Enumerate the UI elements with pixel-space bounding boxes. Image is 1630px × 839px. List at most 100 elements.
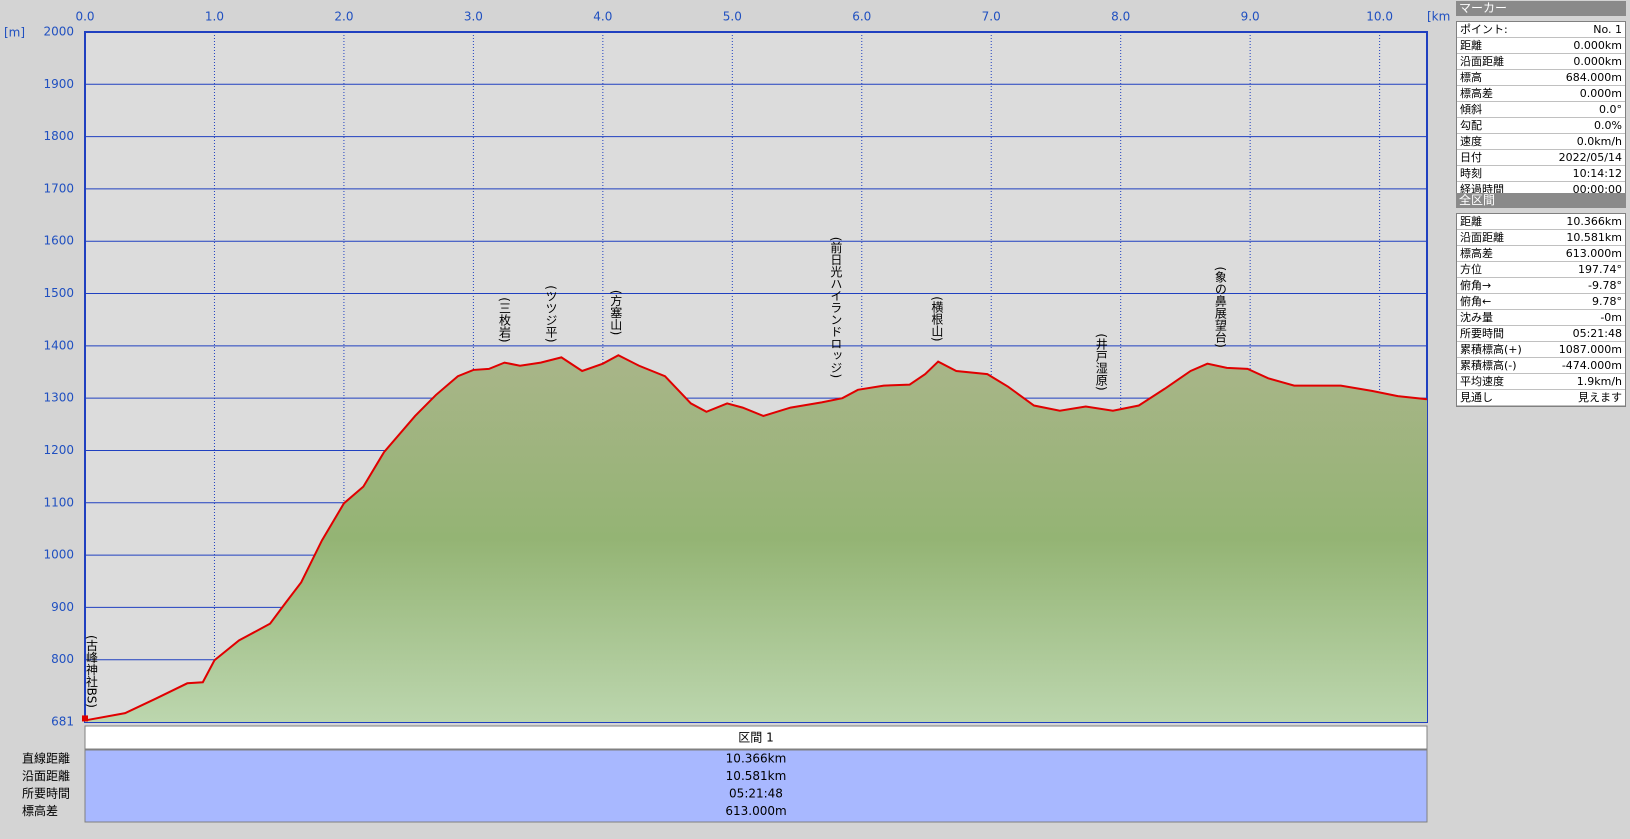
waypoint-label: (ツツジ平) [544,285,558,342]
kv-key: 標高 [1460,71,1482,84]
elevation-line [84,354,1428,722]
kv-key: 見通し [1460,391,1493,404]
y-tick-label: 900 [51,600,74,614]
kv-key: 沈み量 [1460,311,1493,324]
waypoint-label: (方塞山) [609,290,623,335]
x-tick-label: 9.0 [1241,10,1260,24]
x-tick-label: 3.0 [464,10,483,24]
kv-value: 0.0km/h [1576,135,1622,148]
row-label: 沿面距離 [22,769,70,783]
kv-key: 俯角← [1460,295,1492,308]
y-tick-label: 1000 [43,548,74,562]
kv-value: 197.74° [1578,263,1622,276]
kv-value: 0.000m [1579,87,1622,100]
y-tick-label: 1600 [43,234,74,248]
kv-value: 9.78° [1592,295,1622,308]
kv-row: 見通し 見えます [1457,390,1625,406]
kv-row: 標高差 613.000m [1457,246,1625,262]
row-value: 10.366km [726,752,787,766]
kv-row: 速度 0.0km/h [1457,134,1625,150]
y-tick-label: 1100 [43,495,74,509]
kv-key: 標高差 [1460,87,1493,100]
kv-value: 684.000m [1565,71,1622,84]
kv-row: 平均速度 1.9km/h [1457,374,1625,390]
row-label: 標高差 [22,803,58,818]
kv-key: 沿面距離 [1460,55,1504,68]
x-tick-label: 6.0 [852,10,871,24]
start-marker [82,715,88,722]
y-tick-label: 1200 [43,443,74,457]
kv-key: 所要時間 [1460,327,1504,340]
kv-row: 方位 197.74° [1457,262,1625,278]
kv-value: -0m [1600,311,1622,324]
y-tick-label: 1800 [43,129,74,143]
kv-row: 沿面距離 0.000km [1457,54,1625,70]
kv-key: 速度 [1460,135,1482,148]
area-fill [85,355,1427,722]
total-table: 距離 10.366km 沿面距離 10.581km 標高差 613.000m 方位 197.7… [1456,213,1626,407]
kv-row: ポイント: No. 1 [1457,22,1625,38]
y-tick-label: 1300 [43,391,74,405]
kv-row: 日付 2022/05/14 [1457,150,1625,166]
kv-key: 勾配 [1460,119,1482,132]
kv-row: 距離 10.366km [1457,214,1625,230]
kv-key: 俯角→ [1460,279,1492,292]
x-tick-label: 4.0 [593,10,612,24]
x-tick-label: 10.0 [1366,10,1393,24]
kv-value: No. 1 [1593,23,1622,36]
kv-key: 日付 [1460,151,1482,164]
waypoint-label: (横根山) [930,296,944,341]
kv-key: 方位 [1460,263,1482,276]
row-label: 所要時間 [22,787,70,801]
total-title: 全区間 [1456,193,1626,208]
x-tick-label: 2.0 [334,10,353,24]
row-value: 10.581km [726,769,787,783]
row-value: 05:21:48 [729,787,783,801]
x-tick-label: 0.0 [75,10,94,24]
marker-title: マーカー [1456,1,1626,16]
x-axis-label: [km] [1427,10,1450,24]
waypoint-label: (三枚岩) [497,297,511,342]
waypoint-label: (前日光ハイランドロッジ) [829,237,843,378]
marker-table: ポイント: No. 1 距離 0.000km 沿面距離 0.000km 標高 684.000m… [1456,21,1626,199]
x-tick-label: 8.0 [1111,10,1130,24]
kv-key: 時刻 [1460,167,1482,180]
row-label: 直線距離 [22,751,70,766]
section-body [84,749,1428,823]
kv-value: -474.000m [1561,359,1622,372]
kv-key: 累積標高(+) [1460,343,1522,356]
y-tick-label: 1400 [43,338,74,352]
kv-key: 沿面距離 [1460,231,1504,244]
kv-value: 0.000km [1573,55,1622,68]
kv-value: 見えます [1578,391,1622,404]
section-header [84,725,1428,750]
kv-row: 距離 0.000km [1457,38,1625,54]
kv-value: 0.0° [1599,103,1622,116]
kv-key: ポイント: [1460,23,1508,36]
kv-key: 経過時間 [1460,183,1504,196]
x-tick-label: 5.0 [723,10,742,24]
kv-value: 10.581km [1566,231,1622,244]
kv-row: 沿面距離 10.581km [1457,230,1625,246]
kv-value: 0.000km [1573,39,1622,52]
kv-value: 10.366km [1566,215,1622,228]
kv-row: 標高 684.000m [1457,70,1625,86]
kv-row: 累積標高(-) -474.000m [1457,358,1625,374]
y-tick-label: 681 [51,715,74,729]
y-tick-label: 1500 [43,286,74,300]
kv-row: 傾斜 0.0° [1457,102,1625,118]
kv-key: 距離 [1460,39,1482,52]
kv-row: 俯角→ -9.78° [1457,278,1625,294]
kv-row: 累積標高(+) 1087.000m [1457,342,1625,358]
kv-row: 俯角← 9.78° [1457,294,1625,310]
y-tick-label: 1900 [43,77,74,91]
kv-value: 613.000m [1565,247,1622,260]
kv-value: 0.0% [1594,119,1622,132]
kv-value: 1.9km/h [1576,375,1622,388]
kv-key: 傾斜 [1460,103,1482,116]
kv-row: 勾配 0.0% [1457,118,1625,134]
kv-key: 標高差 [1460,247,1493,260]
y-tick-label: 2000 [43,25,74,39]
y-axis-label: [m] [4,26,25,40]
kv-row: 時刻 10:14:12 [1457,166,1625,182]
